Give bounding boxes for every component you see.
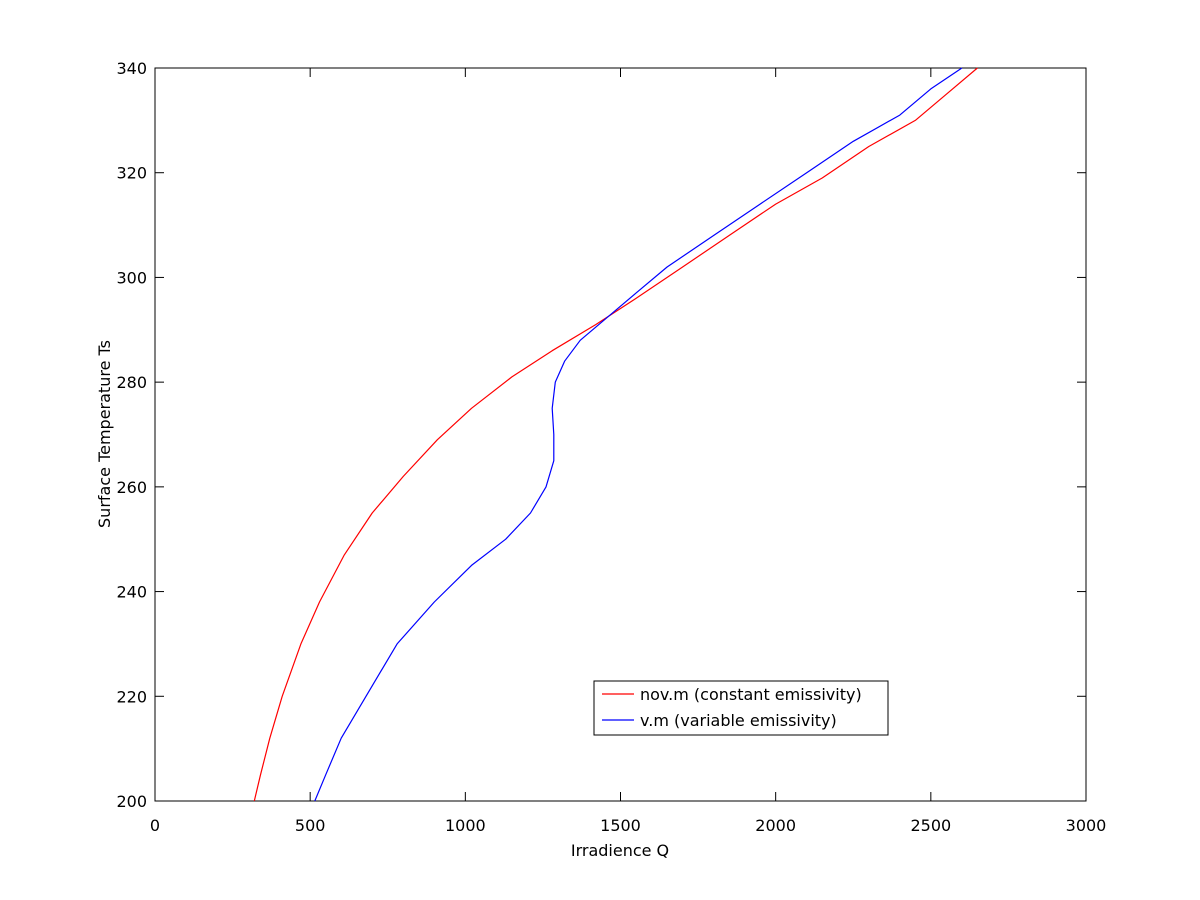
x-tick-label: 0 xyxy=(150,816,160,835)
series-line-2 xyxy=(314,67,963,802)
x-tick-label: 2000 xyxy=(755,816,796,835)
axis-ticks: 0 500 1000 1500 2000 2500 3000 200 220 240 260 280 3… xyxy=(116,59,1106,835)
y-tick-label: 300 xyxy=(116,268,147,287)
y-tick-label: 340 xyxy=(116,59,147,78)
legend: nov.m (constant emissivity) v.m (variable… xyxy=(593,680,889,736)
y-tick-label: 320 xyxy=(116,164,147,183)
y-tick-label: 260 xyxy=(116,478,147,497)
series-line-1 xyxy=(253,67,978,802)
x-tick-label: 1500 xyxy=(600,816,641,835)
y-tick-label: 200 xyxy=(116,792,147,811)
x-tick-label: 500 xyxy=(295,816,326,835)
legend-label: nov.m (constant emissivity) xyxy=(640,685,862,704)
x-tick-label: 3000 xyxy=(1066,816,1107,835)
y-tick-label: 280 xyxy=(116,373,147,392)
x-tick-label: 2500 xyxy=(910,816,951,835)
y-axis-label: Surface Temperature Ts xyxy=(95,340,114,528)
x-axis-label: Irradience Q xyxy=(571,841,669,860)
plot-area xyxy=(154,67,1087,802)
legend-box xyxy=(593,680,889,736)
legend-label: v.m (variable emissivity) xyxy=(640,711,837,730)
y-tick-label: 240 xyxy=(116,583,147,602)
x-tick-label: 1000 xyxy=(445,816,486,835)
series-lines xyxy=(253,67,978,802)
y-tick-label: 220 xyxy=(116,687,147,706)
